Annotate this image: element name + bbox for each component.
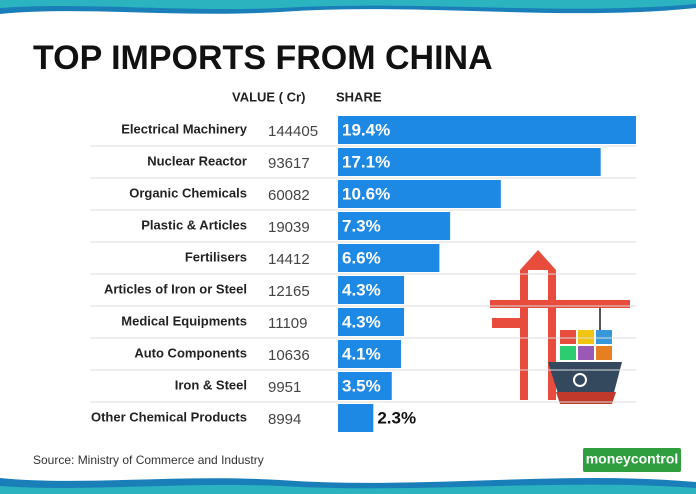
share-label: 6.6% [342,248,381,267]
category-label: Other Chemical Products [91,409,247,424]
bar [338,148,601,176]
import-value: 144405 [268,123,318,140]
bar [338,244,440,272]
bar [338,180,501,208]
category-label: Auto Components [134,345,247,360]
import-value: 93617 [268,155,310,172]
share-label: 19.4% [342,120,390,139]
category-label: Articles of Iron or Steel [104,281,247,296]
bar [338,276,405,304]
category-label: Organic Chemicals [129,185,247,200]
container [596,346,612,360]
import-value: 11109 [268,315,308,332]
container [560,330,576,344]
value-header: VALUE ( Cr) [232,89,305,104]
share-label: 4.3% [342,280,381,299]
category-label: Medical Equipments [121,313,247,328]
bar [338,308,405,336]
share-label: 7.3% [342,216,381,235]
container [560,346,576,360]
bar [338,340,401,368]
bar [338,372,392,400]
bar [338,404,374,432]
share-label: 17.1% [342,152,390,171]
bottom-wave-light [0,484,696,494]
bar [338,116,636,144]
crane-leg [548,270,556,400]
import-value: 60082 [268,187,310,204]
bar [338,212,451,240]
share-label: 3.5% [342,376,381,395]
import-value: 14412 [268,251,310,268]
crane-top [520,250,556,270]
share-label: 4.1% [342,344,381,363]
import-value: 9951 [268,379,301,396]
crane-illustration [490,250,630,404]
brand-name: moneycontrol [586,451,679,467]
crane-leg [520,270,528,400]
import-value: 8994 [268,411,301,428]
source: Source: Ministry of Commerce and Industr… [33,453,264,467]
crane-boom [490,300,630,308]
category-label: Electrical Machinery [121,121,247,136]
share-header: SHARE [336,89,382,104]
category-label: Nuclear Reactor [147,153,247,168]
crane-cab [492,318,522,328]
import-value: 12165 [268,283,310,300]
anchor [573,373,587,387]
chart-title: TOP IMPORTS FROM CHINA [33,39,493,77]
import-value: 19039 [268,219,310,236]
brand-logo [583,448,681,472]
category-label: Plastic & Articles [141,217,247,232]
share-label: 2.3% [377,408,416,427]
top-wave-light [0,0,696,9]
ship-keel [556,392,616,404]
container [596,330,612,344]
category-label: Iron & Steel [175,377,247,392]
share-label: 10.6% [342,184,390,203]
import-value: 10636 [268,347,310,364]
category-label: Fertilisers [185,249,247,264]
container [578,330,594,344]
container [578,346,594,360]
share-label: 4.3% [342,312,381,331]
